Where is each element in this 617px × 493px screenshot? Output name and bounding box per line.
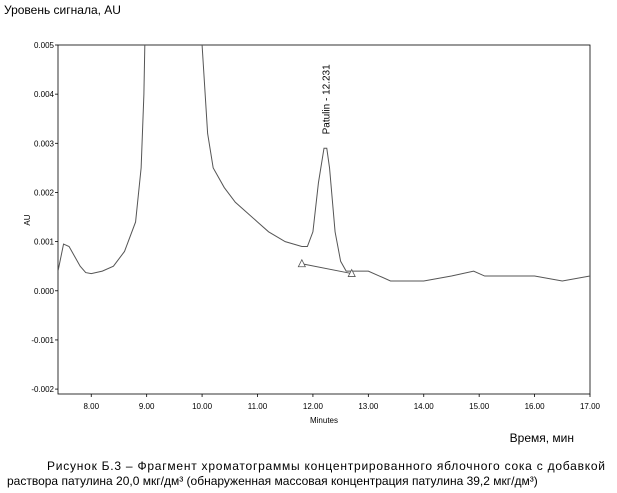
x-tick-label: 9.00 xyxy=(139,402,155,411)
x-tick-label: 15.00 xyxy=(469,402,490,411)
y-axis-label: AU xyxy=(23,214,32,225)
x-tick-label: 17.00 xyxy=(580,402,601,411)
x-axis-label-2: Время, мин xyxy=(510,431,574,445)
x-tick-label: 12.00 xyxy=(303,402,324,411)
x-tick-label: 13.00 xyxy=(358,402,379,411)
y-tick-label: 0.001 xyxy=(34,238,55,247)
x-tick-label: 14.00 xyxy=(414,402,435,411)
peak-label: Patulin - 12.231 xyxy=(322,64,333,134)
y-tick-label: 0.003 xyxy=(34,139,55,148)
y-tick-label: 0.004 xyxy=(34,90,55,99)
y-tick-label: -0.001 xyxy=(31,336,54,345)
x-axis-label: Minutes xyxy=(310,416,338,425)
x-tick-label: 8.00 xyxy=(83,402,99,411)
y-tick-label: -0.002 xyxy=(31,385,54,394)
y-tick-label: 0.002 xyxy=(34,188,55,197)
plot-frame xyxy=(57,44,591,395)
x-tick-label: 16.00 xyxy=(525,402,546,411)
y-tick-label: 0.005 xyxy=(34,41,55,50)
signal-line xyxy=(58,45,590,282)
baseline xyxy=(301,263,352,275)
x-tick-label: 10.00 xyxy=(192,402,213,411)
plot-area xyxy=(58,45,590,282)
y-tick-label: 0.000 xyxy=(34,287,55,296)
chart-title: Уровень сигнала, AU xyxy=(4,3,121,17)
baseline-marker xyxy=(347,268,356,277)
caption: Рисунок Б.3 – Фрагмент хроматограммы кон… xyxy=(47,459,605,473)
caption: раствора патулина 20,0 мкг/дм³ (обнаруже… xyxy=(7,474,538,488)
baseline-marker xyxy=(297,258,306,268)
x-tick-label: 11.00 xyxy=(248,402,268,411)
